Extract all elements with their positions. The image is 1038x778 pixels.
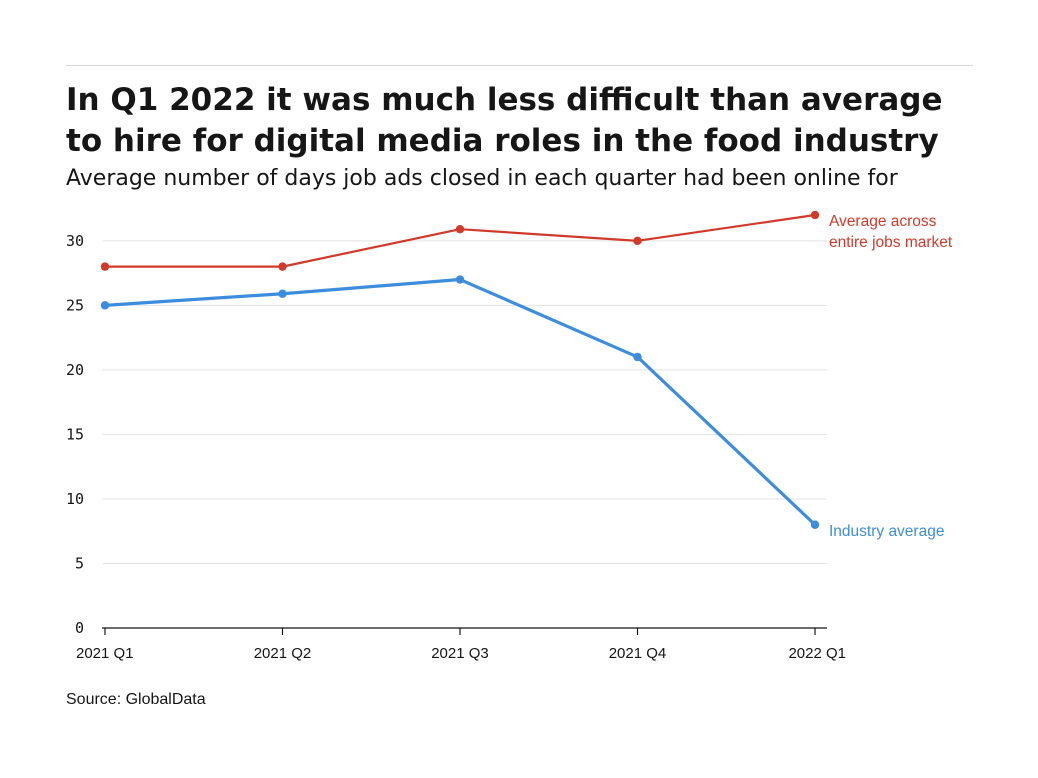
series-group: [100, 210, 820, 529]
x-tick-label: 2021 Q2: [254, 645, 312, 662]
chart-subtitle: Average number of days job ads closed in…: [66, 166, 898, 191]
y-tick-label: 30: [66, 232, 84, 250]
data-point-industry: [455, 275, 465, 284]
series-label-market: entire jobs market: [829, 234, 953, 251]
y-tick-label: 20: [66, 361, 84, 379]
series-line-industry: [103, 277, 817, 527]
y-tick-label: 10: [66, 490, 84, 508]
source-note: Source: GlobalData: [66, 691, 206, 708]
x-tick-label: 2021 Q3: [431, 645, 489, 662]
data-point-market: [455, 224, 465, 234]
x-tick-label: 2021 Q4: [609, 645, 667, 662]
gridlines: [103, 240, 827, 564]
data-point-market: [100, 262, 110, 271]
data-point-industry: [810, 520, 820, 529]
data-point-industry: [633, 352, 642, 362]
x-tick-label: 2021 Q1: [76, 645, 134, 662]
series-label-market: Average across: [829, 213, 937, 230]
x-axis-ticks: 2021 Q1 2021 Q2 2021 Q3 2021 Q4 2022 Q1: [76, 628, 846, 662]
series-labels: Average across entire jobs market Industry…: [829, 213, 953, 540]
data-point-market: [633, 236, 642, 246]
y-tick-label: 0: [75, 619, 84, 637]
data-point-industry: [278, 289, 287, 298]
top-divider: [66, 65, 973, 66]
y-tick-label: 5: [75, 554, 84, 572]
data-point-market: [278, 262, 287, 271]
data-point-market: [810, 210, 820, 220]
y-tick-label: 15: [66, 425, 84, 443]
data-point-industry: [100, 301, 110, 310]
y-tick-label: 25: [66, 296, 84, 314]
y-axis-ticks: 0 5 10 15 20 25 30: [66, 232, 84, 637]
series-label-industry: Industry average: [829, 523, 944, 540]
chart-title: In Q1 2022 it was much less difficult th…: [66, 82, 943, 159]
x-tick-label: 2022 Q1: [788, 645, 846, 662]
